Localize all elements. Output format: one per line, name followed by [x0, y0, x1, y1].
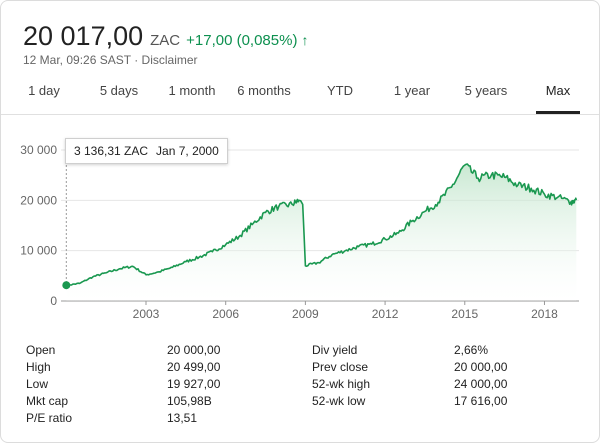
stat-label-mkt-cap: Mkt cap — [26, 394, 69, 408]
price-change: +17,00 (0,085%) — [186, 32, 298, 49]
tooltip-value: 3 136,31 ZAC — [74, 144, 149, 158]
x-axis-labels: 2003 2006 2009 2012 2015 2018 — [133, 307, 558, 321]
currency-code: ZAC — [150, 32, 181, 49]
x-tick-label: 2015 — [451, 307, 478, 321]
price-chart[interactable]: 30 000 20 000 10 000 0 2003 2006 2009 2012 2015… — [1, 131, 599, 326]
hover-point-marker — [62, 281, 71, 290]
stat-value-high: 20 499,00 — [167, 360, 221, 374]
x-tick-label: 2009 — [292, 307, 319, 321]
y-tick-label: 10 000 — [20, 244, 57, 258]
y-axis-labels: 30 000 20 000 10 000 0 — [20, 143, 57, 308]
stat-label-pe-ratio: P/E ratio — [26, 411, 73, 425]
price-area-fill — [66, 164, 577, 301]
current-price: 20 017,00 — [23, 21, 144, 51]
x-tick-label: 2003 — [133, 307, 160, 321]
tab-max[interactable]: Max — [536, 81, 580, 114]
stat-label-div-yield: Div yield — [312, 343, 358, 357]
stat-value-mkt-cap: 105,98B — [167, 394, 212, 408]
y-tick-label: 0 — [50, 294, 57, 308]
stat-value-div-yield: 2,66% — [454, 343, 489, 357]
tab-5-days[interactable]: 5 days — [99, 83, 139, 98]
price-series-line — [65, 163, 578, 287]
stat-label-low: Low — [26, 377, 49, 391]
stat-label-open: Open — [26, 343, 56, 357]
x-tick-label: 2006 — [212, 307, 239, 321]
stat-label-52wk-low: 52-wk low — [312, 394, 366, 408]
stat-value-52wk-low: 17 616,00 — [454, 394, 508, 408]
y-tick-label: 30 000 — [20, 143, 57, 157]
stat-value-low: 19 927,00 — [167, 377, 221, 391]
tab-1-year[interactable]: 1 year — [393, 83, 431, 98]
tooltip-date: Jan 7, 2000 — [156, 144, 219, 158]
tab-5-years[interactable]: 5 years — [464, 83, 508, 98]
tab-1-day[interactable]: 1 day — [28, 83, 60, 98]
disclaimer-link[interactable]: Disclaimer — [141, 53, 198, 67]
tab-1-month[interactable]: 1 month — [168, 83, 216, 98]
hover-tooltip: 3 136,31 ZAC Jan 7, 2000 — [65, 138, 228, 164]
stat-value-pe-ratio: 13,51 — [167, 411, 198, 425]
timestamp: 12 Mar, 09:26 SAST — [23, 53, 131, 67]
x-tick-label: 2012 — [372, 307, 399, 321]
stat-label-52wk-high: 52-wk high — [312, 377, 371, 391]
x-tick-label: 2018 — [531, 307, 558, 321]
range-tabs: 1 day 5 days 1 month 6 months YTD 1 year… — [1, 81, 599, 115]
price-row: 20 017,00 ZAC +17,00 (0,085%) ↑ — [23, 21, 308, 52]
stat-label-high: High — [26, 360, 51, 374]
stat-value-prev-close: 20 000,00 — [454, 360, 508, 374]
separator: · — [134, 53, 139, 67]
stat-label-prev-close: Prev close — [312, 360, 369, 374]
tab-6-months[interactable]: 6 months — [237, 83, 291, 98]
timestamp-line: 12 Mar, 09:26 SAST · Disclaimer — [23, 53, 198, 67]
y-tick-label: 20 000 — [20, 193, 57, 207]
stat-value-52wk-high: 24 000,00 — [454, 377, 508, 391]
stat-value-open: 20 000,00 — [167, 343, 221, 357]
tab-ytd[interactable]: YTD — [327, 83, 353, 98]
up-arrow-icon: ↑ — [301, 32, 309, 48]
